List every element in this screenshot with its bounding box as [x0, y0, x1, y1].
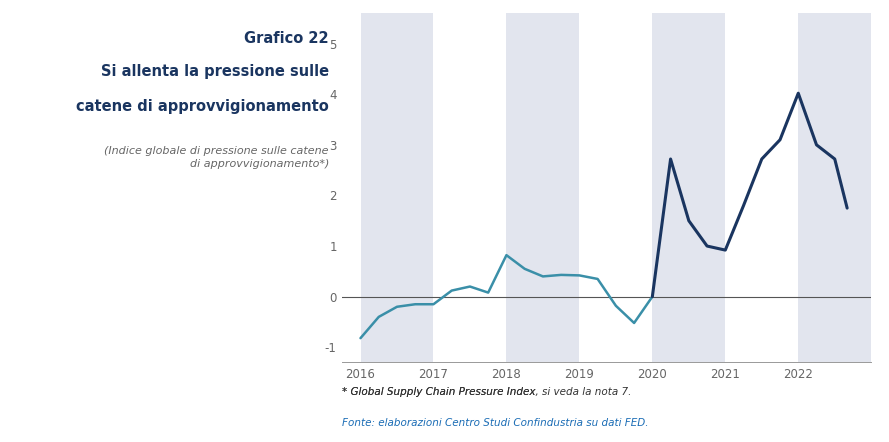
Bar: [507, 13, 580, 362]
Text: Fonte: elaborazioni Centro Studi Confindustria su dati FED.: Fonte: elaborazioni Centro Studi Confind…: [342, 418, 649, 428]
Bar: [653, 13, 725, 362]
Bar: [361, 13, 434, 362]
Text: * Global Supply Chain Pressure Index, si veda la nota 7.: * Global Supply Chain Pressure Index, si…: [342, 387, 632, 397]
Text: (Indice globale di pressione sulle catene
di approvvigionamento*): (Indice globale di pressione sulle caten…: [104, 146, 329, 169]
Text: Grafico 22: Grafico 22: [244, 31, 329, 46]
Text: catene di approvvigionamento: catene di approvvigionamento: [76, 99, 329, 114]
Text: Si allenta la pressione sulle: Si allenta la pressione sulle: [100, 64, 329, 79]
Bar: [798, 13, 871, 362]
Text: * Global Supply Chain Pressure Index: * Global Supply Chain Pressure Index: [342, 387, 536, 397]
